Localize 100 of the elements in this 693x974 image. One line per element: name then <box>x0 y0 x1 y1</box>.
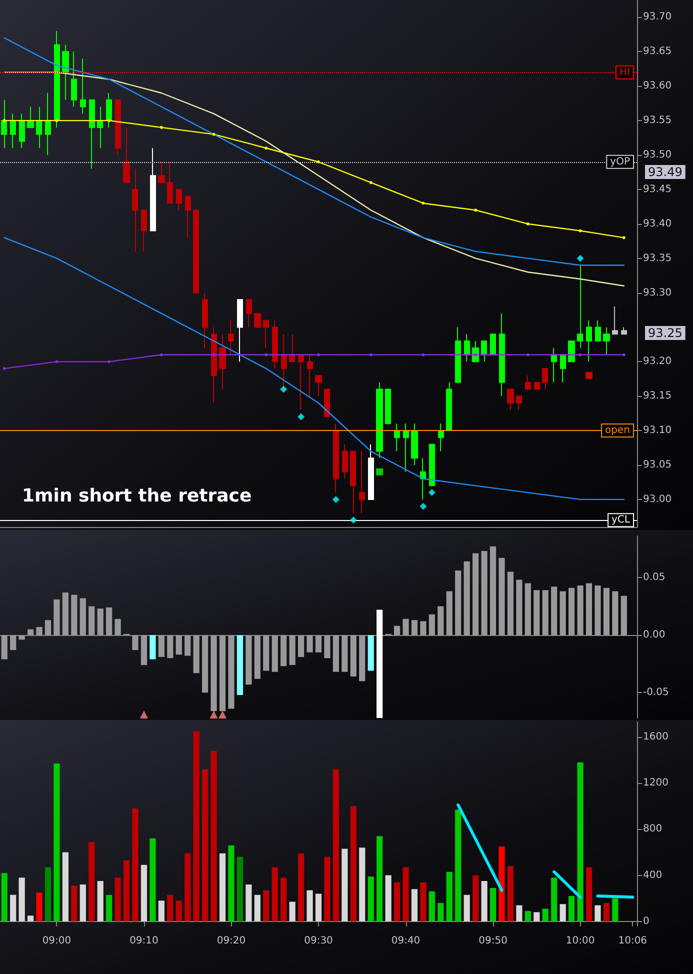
y-tick-label: 93.35 <box>643 252 672 264</box>
y-tick-label: 93.40 <box>643 218 672 230</box>
bar <box>263 890 270 922</box>
bar <box>289 902 296 922</box>
bar <box>332 769 340 922</box>
bar <box>80 884 86 922</box>
candlestick <box>315 374 322 397</box>
bar <box>184 853 191 922</box>
candlestick <box>333 423 339 494</box>
bar <box>394 626 400 636</box>
annotation: 1min short the retrace <box>22 486 252 506</box>
candlestick <box>141 210 147 252</box>
point <box>160 126 163 129</box>
bar <box>490 888 496 922</box>
bar <box>132 635 138 650</box>
point <box>420 502 427 510</box>
bar <box>228 845 234 922</box>
point <box>317 353 320 356</box>
candlestick <box>516 396 522 410</box>
bar <box>280 878 287 922</box>
x-tick-label: 10:00 <box>566 936 595 946</box>
candlestick <box>10 113 16 149</box>
y-tick-label: 93.30 <box>643 287 672 298</box>
bar <box>228 635 234 709</box>
point <box>298 413 305 420</box>
candlestick <box>115 99 121 156</box>
bar <box>603 588 610 636</box>
candlestick <box>27 106 34 128</box>
bar <box>612 898 618 922</box>
bar <box>315 635 322 652</box>
bar <box>97 608 104 636</box>
candlestick <box>499 312 505 397</box>
bar <box>586 583 592 636</box>
bar <box>428 614 435 636</box>
bar <box>524 583 531 636</box>
y-tick-label: 0 <box>643 916 650 927</box>
bar <box>202 635 208 693</box>
candlestick <box>464 334 470 362</box>
bar <box>71 886 78 922</box>
candlestick <box>289 334 295 362</box>
point <box>350 516 357 524</box>
bar <box>594 586 601 636</box>
bar <box>368 635 374 671</box>
point <box>280 386 288 393</box>
bar <box>472 553 479 636</box>
point <box>2 367 6 370</box>
candlestick <box>490 334 496 356</box>
x-tick-label: 10:06 <box>618 936 648 946</box>
bar <box>568 588 575 636</box>
bar <box>446 591 452 636</box>
candlestick <box>586 320 592 362</box>
point <box>212 353 216 356</box>
bar <box>306 635 313 652</box>
y-tick-label: 1600 <box>643 731 668 742</box>
bar <box>210 635 217 712</box>
candlestick <box>202 292 208 348</box>
bar <box>167 635 174 658</box>
y-tick-label: 93.05 <box>643 460 672 470</box>
candlestick <box>185 196 191 238</box>
point <box>332 496 340 503</box>
bar <box>516 580 522 636</box>
bar <box>577 586 584 636</box>
bar <box>385 875 392 922</box>
bar <box>36 627 42 636</box>
bar <box>342 635 348 672</box>
candlestick <box>525 374 531 390</box>
bar <box>106 607 112 636</box>
bar <box>193 635 200 674</box>
bar <box>150 838 156 922</box>
bar <box>411 889 418 922</box>
bar <box>376 836 383 922</box>
bar <box>411 620 418 636</box>
bar <box>298 853 304 922</box>
bar <box>420 882 426 922</box>
candlestick <box>534 382 540 390</box>
candlestick <box>394 423 400 452</box>
bar <box>542 590 548 636</box>
y-tick-label: 93.60 <box>643 80 672 92</box>
candlestick <box>132 168 138 252</box>
bar <box>534 590 540 636</box>
bar <box>236 856 244 922</box>
bar <box>150 635 156 660</box>
point <box>264 146 268 150</box>
bar <box>464 561 470 636</box>
candlestick <box>263 320 269 348</box>
bar <box>394 882 400 922</box>
bar <box>88 842 95 922</box>
bar <box>507 866 514 922</box>
y-tick-label: 400 <box>643 870 662 881</box>
bar <box>324 635 330 658</box>
bar <box>80 598 86 636</box>
x-tick-label: 09:10 <box>130 936 158 946</box>
bar <box>455 570 462 636</box>
candlestick <box>350 450 356 514</box>
point <box>2 119 6 122</box>
bar <box>438 606 444 636</box>
candlestick <box>254 312 261 328</box>
candlestick <box>45 92 51 156</box>
y-tick-label: 800 <box>643 824 662 835</box>
candlestick <box>342 444 348 480</box>
